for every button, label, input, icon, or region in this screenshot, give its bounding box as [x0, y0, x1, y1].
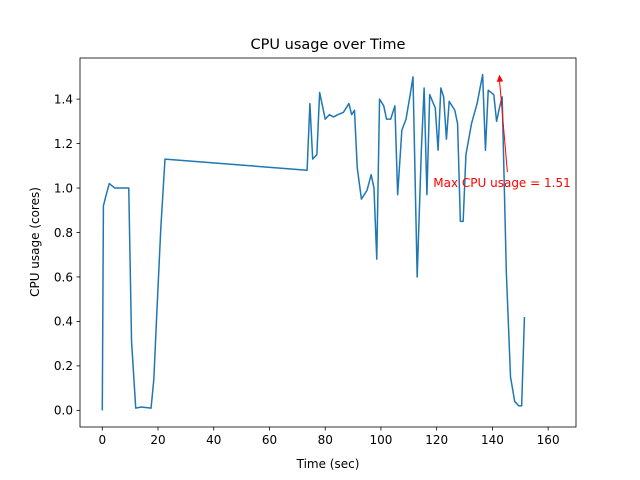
y-axis-label: CPU usage (cores) — [28, 187, 42, 297]
y-tick-label: 1.2 — [54, 137, 73, 151]
x-tick-label: 20 — [150, 433, 165, 447]
x-tick-label: 0 — [98, 433, 106, 447]
x-tick-label: 60 — [262, 433, 277, 447]
x-tick-label: 80 — [318, 433, 333, 447]
x-tick-label: 100 — [369, 433, 392, 447]
cpu-usage-line — [101, 73, 526, 411]
y-tick-label: 0.2 — [54, 359, 73, 373]
max-cpu-annotation: Max CPU usage = 1.51 — [433, 176, 570, 190]
x-axis-label: Time (sec) — [296, 457, 360, 471]
annotation-arrow-shaft — [498, 78, 508, 173]
plot-frame — [79, 57, 577, 428]
y-tick-label: 0.8 — [54, 226, 73, 240]
y-tick-label: 0.4 — [54, 315, 73, 329]
y-tick-label: 1.0 — [54, 181, 73, 195]
x-tick-label: 40 — [206, 433, 221, 447]
annotation-arrow-head — [496, 74, 504, 82]
y-tick-label: 0.6 — [54, 270, 73, 284]
x-tick-label: 160 — [537, 433, 560, 447]
x-tick-label: 120 — [425, 433, 448, 447]
y-tick-label: 0.0 — [54, 404, 73, 418]
plot-area: 0 20 40 60 80 100 120 140 160 0.0 0.2 0.4 0.6 0.8 1.0 1… — [54, 57, 577, 447]
chart-title: CPU usage over Time — [251, 37, 406, 53]
x-tick-label: 140 — [481, 433, 504, 447]
y-tick-label: 1.4 — [54, 92, 73, 106]
